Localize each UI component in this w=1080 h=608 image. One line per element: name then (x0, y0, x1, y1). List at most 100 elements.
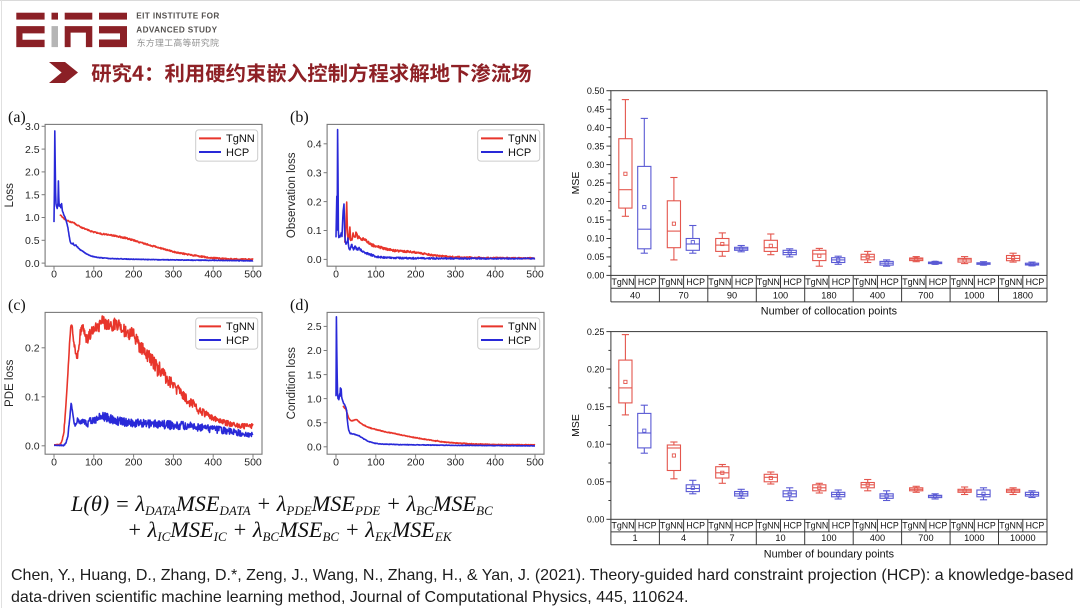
svg-text:TgNN: TgNN (757, 277, 780, 287)
svg-text:400: 400 (204, 269, 222, 281)
svg-text:40: 40 (630, 290, 640, 300)
svg-text:HCP: HCP (929, 521, 948, 531)
svg-text:MSE: MSE (570, 414, 582, 437)
svg-text:1000: 1000 (964, 533, 984, 543)
svg-text:0.25: 0.25 (587, 178, 605, 188)
svg-text:0.05: 0.05 (587, 252, 605, 262)
svg-text:400: 400 (486, 269, 504, 281)
svg-text:TgNN: TgNN (757, 521, 780, 531)
svg-text:0.45: 0.45 (587, 104, 605, 114)
svg-text:2.0: 2.0 (307, 345, 322, 357)
svg-text:HCP: HCP (832, 521, 851, 531)
svg-text:HCP: HCP (832, 277, 851, 287)
svg-text:Number of boundary points: Number of boundary points (764, 548, 895, 560)
svg-text:2.5: 2.5 (25, 144, 40, 156)
svg-text:700: 700 (918, 533, 933, 543)
svg-text:3.0: 3.0 (25, 121, 40, 133)
svg-text:0.1: 0.1 (307, 225, 322, 237)
svg-text:0.20: 0.20 (587, 197, 605, 207)
svg-text:500: 500 (244, 456, 262, 468)
svg-text:(c): (c) (8, 297, 26, 314)
svg-text:0.15: 0.15 (587, 215, 605, 225)
svg-text:0.50: 0.50 (587, 86, 605, 96)
svg-text:1: 1 (633, 533, 638, 543)
svg-text:300: 300 (165, 269, 183, 281)
svg-text:HCP: HCP (1026, 521, 1045, 531)
svg-text:400: 400 (870, 290, 885, 300)
svg-text:0.0: 0.0 (307, 254, 322, 266)
svg-text:TgNN: TgNN (951, 277, 974, 287)
svg-text:0: 0 (333, 269, 339, 281)
svg-text:700: 700 (918, 290, 933, 300)
svg-text:HCP: HCP (508, 147, 531, 159)
svg-text:100: 100 (821, 533, 836, 543)
svg-text:0.35: 0.35 (587, 141, 605, 151)
svg-text:0.00: 0.00 (587, 515, 605, 525)
svg-text:TgNN: TgNN (508, 133, 537, 145)
svg-text:HCP: HCP (880, 521, 899, 531)
svg-text:0: 0 (51, 269, 57, 281)
svg-text:300: 300 (447, 269, 465, 281)
svg-text:2.0: 2.0 (25, 167, 40, 179)
svg-text:0.2: 0.2 (25, 342, 40, 354)
svg-text:TgNN: TgNN (660, 521, 683, 531)
svg-text:1.0: 1.0 (307, 393, 322, 405)
svg-text:0.4: 0.4 (307, 139, 322, 151)
svg-text:1.5: 1.5 (25, 189, 40, 201)
svg-text:TgNN: TgNN (854, 521, 877, 531)
svg-text:HCP: HCP (226, 334, 249, 346)
svg-text:PDE loss: PDE loss (4, 359, 16, 407)
svg-text:HCP: HCP (783, 277, 802, 287)
svg-text:TgNN: TgNN (805, 277, 828, 287)
svg-text:MSE: MSE (570, 172, 582, 195)
svg-text:ADVANCED STUDY: ADVANCED STUDY (136, 26, 217, 35)
svg-text:TgNN: TgNN (508, 321, 537, 333)
svg-text:100: 100 (367, 456, 385, 468)
svg-text:10: 10 (775, 533, 785, 543)
svg-text:300: 300 (447, 456, 465, 468)
svg-text:0.10: 0.10 (587, 234, 605, 244)
svg-text:200: 200 (407, 456, 425, 468)
svg-text:TgNN: TgNN (951, 521, 974, 531)
svg-text:1.5: 1.5 (307, 369, 322, 381)
svg-text:0.00: 0.00 (587, 271, 605, 281)
svg-text:TgNN: TgNN (708, 521, 731, 531)
svg-text:TgNN: TgNN (612, 277, 635, 287)
svg-text:400: 400 (870, 533, 885, 543)
svg-text:1800: 1800 (1013, 290, 1033, 300)
svg-text:HCP: HCP (783, 521, 802, 531)
svg-text:HCP: HCP (977, 521, 996, 531)
svg-text:10000: 10000 (1010, 533, 1036, 543)
svg-text:TgNN: TgNN (902, 521, 925, 531)
svg-text:(d): (d) (290, 297, 309, 314)
svg-text:HCP: HCP (508, 334, 531, 346)
svg-text:400: 400 (486, 456, 504, 468)
svg-text:0.10: 0.10 (587, 439, 605, 449)
svg-text:Observation loss: Observation loss (286, 152, 298, 238)
svg-text:TgNN: TgNN (226, 321, 255, 333)
svg-text:500: 500 (244, 269, 262, 281)
svg-text:TgNN: TgNN (612, 521, 635, 531)
svg-text:(b): (b) (290, 109, 309, 126)
svg-text:TgNN: TgNN (708, 277, 731, 287)
svg-text:180: 180 (821, 290, 836, 300)
svg-text:TgNN: TgNN (805, 521, 828, 531)
svg-text:TgNN: TgNN (902, 277, 925, 287)
svg-text:0.20: 0.20 (587, 364, 605, 374)
svg-text:TgNN: TgNN (226, 133, 255, 145)
svg-text:0.15: 0.15 (587, 402, 605, 412)
svg-text:2.5: 2.5 (307, 321, 322, 333)
svg-text:Number of collocation points: Number of collocation points (761, 305, 898, 317)
svg-text:0.2: 0.2 (307, 196, 322, 208)
svg-text:100: 100 (85, 269, 103, 281)
svg-text:EIT INSTITUTE FOR: EIT INSTITUTE FOR (136, 12, 219, 21)
svg-text:HCP: HCP (880, 277, 899, 287)
svg-text:300: 300 (165, 456, 183, 468)
svg-text:0.30: 0.30 (587, 160, 605, 170)
svg-text:200: 200 (125, 456, 143, 468)
svg-text:TgNN: TgNN (999, 521, 1022, 531)
svg-text:HCP: HCP (638, 277, 657, 287)
svg-text:0.0: 0.0 (307, 441, 322, 453)
svg-text:0.0: 0.0 (25, 440, 40, 452)
svg-text:0.1: 0.1 (25, 391, 40, 403)
